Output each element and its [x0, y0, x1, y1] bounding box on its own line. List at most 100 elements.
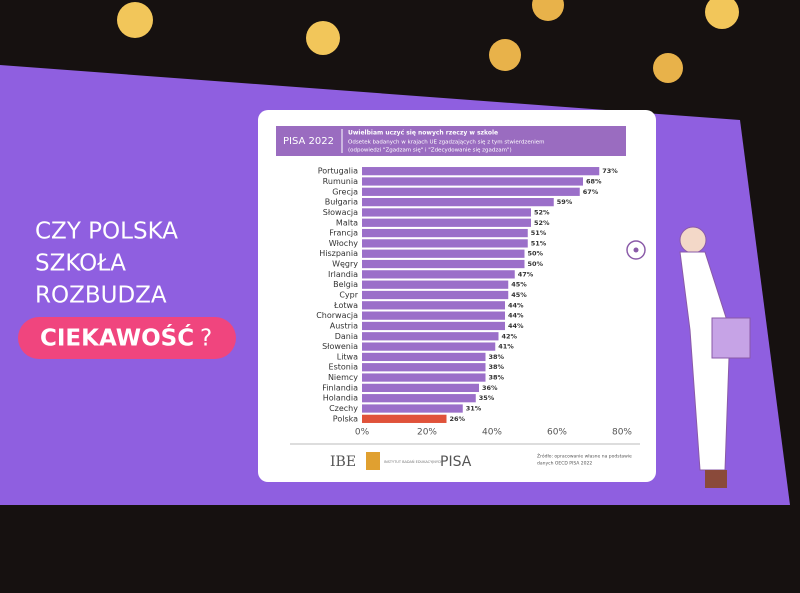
bar: [362, 280, 509, 289]
illustration: [626, 226, 751, 488]
category-label: Finlandia: [322, 383, 358, 392]
pisa-logo: PISA: [440, 454, 472, 470]
bar: [362, 311, 505, 320]
stage-light: [653, 53, 683, 83]
bar: [362, 363, 486, 372]
slide-heading-highlight: CIEKAWOŚĆ: [40, 324, 194, 352]
bar: [362, 342, 496, 351]
bar: [362, 373, 486, 382]
value-label: 52%: [534, 208, 550, 216]
category-label: Holandia: [323, 394, 358, 403]
category-label: Dania: [335, 332, 358, 341]
x-tick-label: 20%: [417, 428, 437, 438]
logo-text: IBE: [330, 454, 356, 470]
value-label: 26%: [450, 415, 466, 423]
question-mark: ?: [200, 326, 212, 352]
x-tick-label: 80%: [612, 428, 632, 438]
bar: [362, 301, 505, 310]
value-label: 41%: [498, 343, 514, 351]
category-label: Niemcy: [328, 373, 358, 382]
value-label: 38%: [489, 363, 505, 371]
bar: [362, 208, 531, 217]
chart-subtitle: (odpowiedzi "Zgadzam się" i "Zdecydowani…: [348, 148, 512, 154]
x-tick-label: 40%: [482, 428, 502, 438]
value-label: 52%: [534, 219, 550, 227]
value-label: 38%: [489, 374, 505, 382]
bar: [362, 218, 531, 227]
x-tick-label: 60%: [547, 428, 567, 438]
bar: [362, 187, 580, 196]
category-label: Czechy: [329, 404, 358, 413]
bar: [362, 414, 447, 423]
category-label: Łotwa: [333, 301, 358, 310]
category-label: Rumunia: [323, 177, 358, 186]
x-tick-label: 0%: [355, 428, 370, 438]
value-label: 45%: [511, 291, 527, 299]
value-label: 68%: [586, 177, 602, 185]
bar: [362, 270, 515, 279]
category-label: Litwa: [337, 352, 358, 361]
source-note: Źródło: opracowanie własne na podstawie: [537, 452, 632, 460]
slide-heading-line: CZY POLSKA: [35, 219, 178, 245]
bar: [362, 383, 479, 393]
value-label: 45%: [511, 281, 527, 289]
stage-light: [306, 21, 340, 55]
category-label: Węgry: [332, 260, 358, 269]
chart-title: Uwielbiam uczyć się nowych rzeczy w szko…: [348, 130, 498, 137]
category-label: Austria: [330, 321, 358, 330]
highlight-pill: [18, 317, 236, 359]
category-label: Grecja: [332, 187, 358, 196]
slide-heading-line: SZKOŁA: [35, 251, 126, 277]
chart-header: [276, 126, 626, 156]
value-label: 35%: [479, 394, 495, 402]
stage-light: [705, 0, 739, 29]
logo-mark: [366, 452, 380, 470]
category-label: Cypr: [339, 291, 358, 300]
bar: [362, 239, 528, 248]
value-label: 44%: [508, 322, 524, 330]
bar: [362, 404, 463, 413]
source-note: danych OECD PISA 2022: [537, 461, 592, 467]
category-label: Słowacja: [323, 208, 358, 217]
logo-caption: INSTYTUT BADAŃ EDUKACYJNYCH: [384, 459, 443, 464]
value-label: 67%: [583, 188, 599, 196]
category-label: Irlandia: [328, 270, 358, 279]
bar: [362, 177, 583, 186]
bar: [362, 228, 528, 238]
value-label: 50%: [528, 250, 544, 258]
category-label: Słowenia: [322, 342, 358, 351]
bar: [362, 259, 525, 269]
value-label: 36%: [482, 384, 498, 392]
value-label: 42%: [502, 332, 518, 340]
category-label: Belgia: [333, 280, 358, 289]
stage-light: [117, 2, 153, 38]
category-label: Malta: [336, 218, 358, 227]
header-label: PISA 2022: [283, 136, 334, 147]
chart-subtitle: Odsetek badanych w krajach UE zgadzający…: [348, 140, 544, 146]
value-label: 51%: [531, 229, 547, 237]
bar: [362, 197, 554, 207]
value-label: 38%: [489, 353, 505, 361]
bar: [362, 332, 499, 341]
category-label: Hiszpania: [319, 249, 358, 258]
stage-light: [489, 39, 521, 71]
bar: [362, 249, 525, 258]
bar: [362, 290, 509, 300]
value-label: 51%: [531, 239, 547, 247]
bar: [362, 352, 486, 362]
category-label: Włochy: [329, 239, 359, 248]
category-label: Chorwacja: [316, 311, 358, 320]
value-label: 50%: [528, 260, 544, 268]
value-label: 31%: [466, 405, 482, 413]
category-label: Bułgaria: [325, 198, 358, 207]
bar: [362, 394, 476, 403]
category-label: Estonia: [329, 363, 359, 372]
category-label: Francja: [329, 229, 358, 238]
value-label: 47%: [518, 270, 534, 278]
value-label: 73%: [602, 167, 618, 175]
slide-heading-line: ROZBUDZA: [35, 283, 167, 309]
bar: [362, 321, 505, 331]
category-label: Polska: [333, 414, 358, 423]
value-label: 44%: [508, 312, 524, 320]
